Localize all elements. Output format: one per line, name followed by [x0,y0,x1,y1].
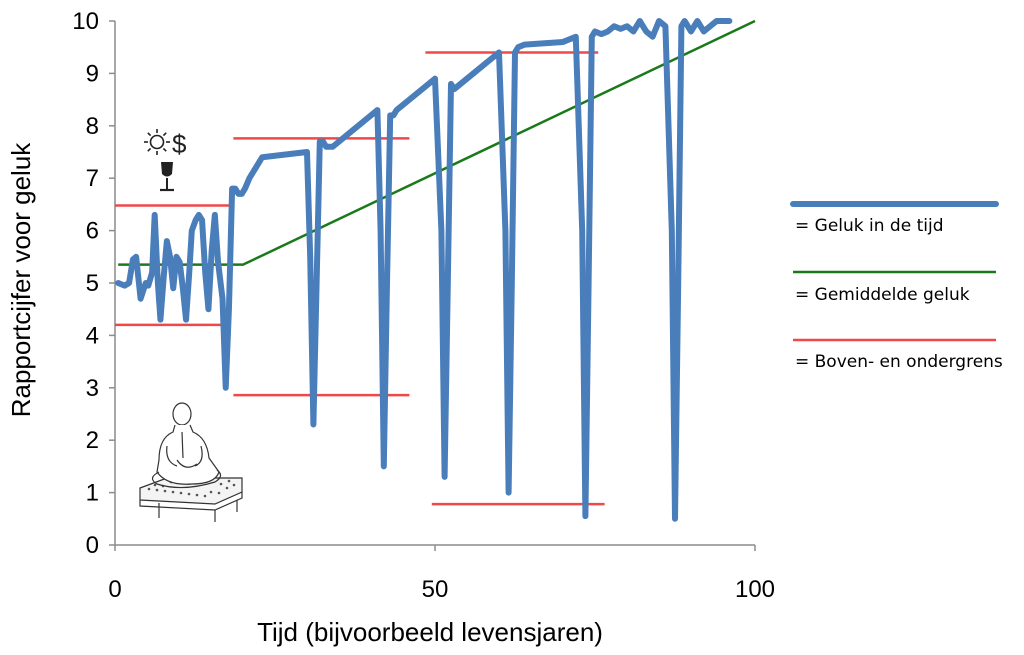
wine-glass-icon [160,162,174,192]
happiness-line [115,18,733,522]
y-tick-label: 8 [86,113,99,140]
sun-icon [144,129,170,155]
y-tick-label: 10 [72,8,99,35]
happiness-series [115,18,733,522]
legend-label-happiness: = Geluk in de tijd [795,216,943,236]
x-tick-label: 50 [422,576,449,603]
legend-item-bounds: = Boven- en ondergrens [793,338,1003,372]
y-tick-label: 5 [86,270,99,297]
y-tick-label: 2 [86,427,99,454]
y-axis-title: Rapportcijfer voor geluk [6,142,36,418]
y-tick-label: 3 [86,375,99,402]
axes: 0 1 2 3 4 5 6 7 8 9 10 0 50 100 [72,8,775,603]
y-tick-label: 7 [86,165,99,192]
x-tick-label: 0 [108,576,121,603]
legend: = Geluk in de tijd = Gemiddelde geluk = … [790,201,1003,372]
y-tick-label: 4 [86,322,99,349]
legend-label-bounds: = Boven- en ondergrens [795,352,1003,372]
legend-item-happiness: = Geluk in de tijd [790,201,999,236]
legend-label-average: = Gemiddelde geluk [795,285,970,305]
y-tick-label: 9 [86,60,99,87]
x-axis-title: Tijd (bijvoorbeeld levensjaren) [257,617,603,647]
y-tick-label: 6 [86,218,99,245]
x-ticks: 0 50 100 [108,545,775,603]
dollar-icon: $ [172,129,187,159]
x-tick-label: 100 [735,576,775,603]
meditating-person-icon [139,402,243,522]
y-ticks: 0 1 2 3 4 5 6 7 8 9 10 [72,8,115,559]
bounds-series [115,51,605,506]
legend-item-average: = Gemiddelde geluk [793,270,996,305]
y-tick-label: 1 [86,480,99,507]
y-tick-label: 0 [86,532,99,559]
